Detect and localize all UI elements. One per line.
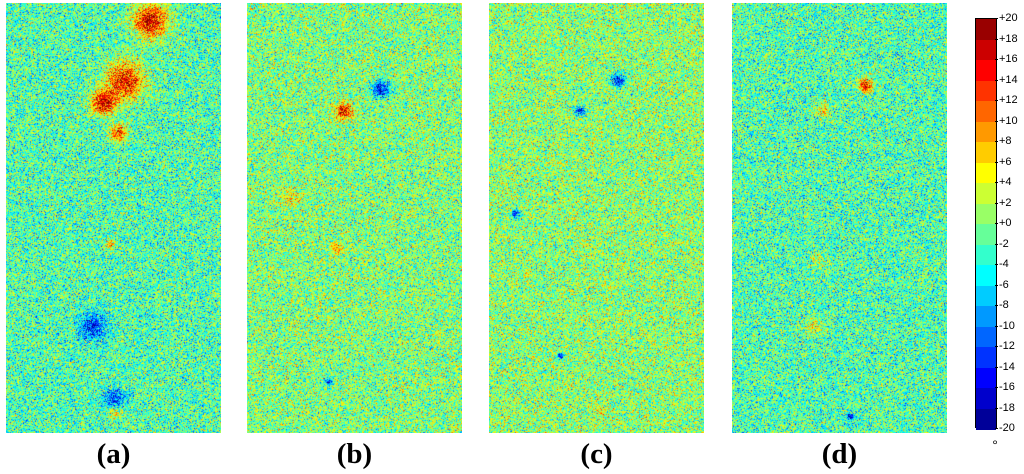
displacement-map-d bbox=[732, 3, 947, 433]
colorbar-tick-label: +18 bbox=[995, 32, 1018, 45]
colorbar-tick-label: -14 bbox=[995, 360, 1015, 373]
panel-c bbox=[489, 3, 704, 433]
colorbar-tick-label: -8 bbox=[995, 299, 1009, 311]
colorbar-tick-label: +12 bbox=[995, 94, 1018, 106]
colorbar-bin bbox=[976, 244, 996, 266]
colorbar-tick-label: +20 bbox=[995, 12, 1018, 24]
colorbar bbox=[975, 18, 997, 430]
colorbar-tick-label: +2 bbox=[995, 196, 1012, 209]
colorbar-bin bbox=[976, 80, 996, 102]
colorbar-bin bbox=[976, 39, 996, 61]
colorbar-bin bbox=[976, 388, 996, 409]
colorbar-bin bbox=[976, 19, 996, 40]
colorbar-bin bbox=[976, 224, 996, 245]
colorbar-bin bbox=[976, 162, 996, 184]
colorbar-bin bbox=[976, 101, 996, 122]
displacement-map-c bbox=[489, 3, 704, 433]
colorbar-tick-label: +0 bbox=[995, 217, 1012, 229]
colorbar-bin bbox=[976, 408, 996, 430]
colorbar-tick-label: +8 bbox=[995, 135, 1012, 147]
panel-b bbox=[247, 3, 462, 433]
colorbar-tick-label: +10 bbox=[995, 114, 1018, 127]
colorbar-tick-label: -12 bbox=[995, 340, 1015, 352]
caption-a: (a) bbox=[96, 438, 131, 470]
caption-d: (d) bbox=[821, 438, 858, 470]
panel-a bbox=[6, 3, 221, 433]
caption-c: (c) bbox=[580, 438, 613, 470]
colorbar-bin bbox=[976, 142, 996, 163]
displacement-map-b bbox=[247, 3, 462, 433]
displacement-map-a bbox=[6, 3, 221, 433]
colorbar-bin bbox=[976, 203, 996, 225]
colorbar-tick-label: +4 bbox=[995, 176, 1012, 188]
panel-d bbox=[732, 3, 947, 433]
colorbar-bin bbox=[976, 347, 996, 368]
colorbar-tick-labels: +20 +18 +16 +14 +12 +10 +8 +6 +4 +2 +0 -2 -4 -6 -8 -10 -… bbox=[995, 12, 1024, 434]
colorbar-tick-label: -20 bbox=[995, 422, 1015, 434]
colorbar-tick-label: -10 bbox=[995, 319, 1015, 332]
colorbar-bin bbox=[976, 285, 996, 307]
colorbar-tick-label: +14 bbox=[995, 73, 1018, 86]
colorbar-bin bbox=[976, 121, 996, 143]
colorbar-tick-label: +6 bbox=[995, 155, 1012, 168]
colorbar-bin bbox=[976, 367, 996, 389]
colorbar-bin bbox=[976, 306, 996, 327]
colorbar-tick-label: -18 bbox=[995, 401, 1015, 414]
colorbar-tick-label: -4 bbox=[995, 258, 1009, 270]
colorbar-bin bbox=[976, 60, 996, 81]
colorbar-bin bbox=[976, 326, 996, 348]
colorbar-bin bbox=[976, 183, 996, 204]
colorbar-tick-label: -2 bbox=[995, 237, 1009, 250]
colorbar-bin bbox=[976, 265, 996, 286]
colorbar-tick-label: -6 bbox=[995, 278, 1009, 291]
colorbar-unit-label: ° bbox=[992, 437, 998, 453]
colorbar-tick-label: +16 bbox=[995, 53, 1018, 65]
caption-b: (b) bbox=[336, 438, 373, 470]
colorbar-tick-label: -16 bbox=[995, 381, 1015, 393]
